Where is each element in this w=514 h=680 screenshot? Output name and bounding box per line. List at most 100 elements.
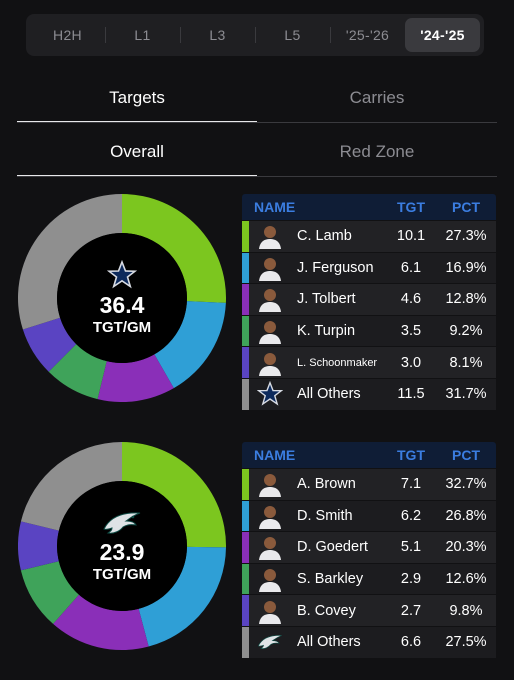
period-tab-24-25[interactable]: '24-'25 [405,18,480,52]
series-color-swatch [242,378,249,410]
donut-slice [20,442,122,531]
table-header: NAME TGT PCT [242,442,496,468]
player-name: B. Covey [297,602,356,619]
player-avatar-icon [257,566,283,593]
player-targets: 6.1 [400,259,422,276]
donut-slice [48,344,107,400]
player-targets: 3.0 [400,354,422,371]
player-name: K. Turpin [297,323,356,340]
series-color-swatch [242,626,249,658]
table-row[interactable]: K. Turpin 3.5 9.2% [242,314,496,347]
series-color-swatch [242,347,249,378]
tab-red-zone[interactable]: Red Zone [257,142,497,178]
series-color-swatch [242,315,249,347]
player-name: S. Barkley [297,571,364,588]
table-row[interactable]: All Others 11.5 31.7% [242,377,496,410]
period-tab-25-26[interactable]: '25-'26 [330,18,405,52]
player-name: D. Smith [297,507,353,524]
donut-slice [154,301,226,389]
donut-slice [138,546,226,647]
player-targets: 6.2 [400,507,422,524]
stat-type-tabs: Targets Carries [17,88,497,124]
period-tab-l3[interactable]: L3 [180,18,255,52]
player-name: C. Lamb [297,228,352,245]
eagles-total-targets: 23.9 [99,539,145,565]
table-row[interactable]: A. Brown 7.1 32.7% [242,468,496,500]
player-target-share: 16.9% [445,259,487,276]
donut-slice [18,194,122,330]
player-name: D. Goedert [297,539,368,556]
player-target-share: 31.7% [445,386,487,403]
player-target-share: 27.5% [445,634,487,651]
player-targets: 2.7 [400,602,422,619]
table-row[interactable]: S. Barkley 2.9 12.6% [242,562,496,595]
player-targets: 4.6 [400,291,422,308]
series-color-swatch [242,532,249,563]
table-row[interactable]: J. Ferguson 6.1 16.9% [242,251,496,284]
player-avatar-icon [257,471,283,498]
tab-targets-label: Targets [109,88,165,107]
player-avatar-icon [257,223,283,250]
table-row[interactable]: D. Goedert 5.1 20.3% [242,531,496,563]
eagles-logo-icon [257,629,283,655]
table-row[interactable]: B. Covey 2.7 9.8% [242,594,496,626]
cowboys-star-icon [257,381,283,407]
player-target-share: 12.6% [445,571,487,588]
player-name: J. Tolbert [297,291,356,308]
player-targets: 2.9 [400,571,422,588]
tab-red-zone-label: Red Zone [339,142,415,161]
table-row[interactable]: D. Smith 6.2 26.8% [242,499,496,532]
player-avatar-icon [257,503,283,529]
table-row[interactable]: J. Tolbert 4.6 12.8% [242,283,496,315]
pct-column-header: PCT [452,447,480,463]
series-color-swatch [242,221,249,252]
name-column-header: NAME [254,447,296,463]
player-targets: 3.5 [400,323,422,340]
table-row[interactable]: L. Schoonmaker 3.0 8.1% [242,346,496,378]
table-header: NAME TGT PCT [242,194,496,220]
donut-hole [57,233,187,363]
player-targets: 7.1 [400,476,422,493]
donut-hole [57,481,187,611]
eagles-targets-table: NAME TGT PCT A. Brown 7.1 32.7% D. Smith 6.2… [242,442,496,658]
player-target-share: 26.8% [445,507,487,524]
player-name: A. Brown [297,476,356,493]
player-name: L. Schoonmaker [297,356,378,369]
series-color-swatch [242,252,249,284]
tab-overall-label: Overall [110,142,164,161]
cowboys-total-unit: TGT/GM [92,319,152,336]
series-color-swatch [242,595,249,626]
tab-targets[interactable]: Targets [17,88,257,124]
table-row[interactable]: C. Lamb 10.1 27.3% [242,220,496,252]
player-target-share: 9.2% [449,323,483,340]
cowboys-donut-center: 36.4 TGT/GM [58,234,186,362]
player-target-share: 20.3% [445,539,487,556]
zone-tabs: Overall Red Zone [17,142,497,178]
tab-overall[interactable]: Overall [17,142,257,178]
donut-slice [18,521,59,571]
donut-slice [122,194,226,303]
period-tab-l5[interactable]: L5 [255,18,330,52]
player-targets: 10.1 [396,228,426,245]
tab-carries[interactable]: Carries [257,88,497,124]
player-target-share: 32.7% [445,476,487,493]
tgt-column-header: TGT [397,447,425,463]
player-avatar-icon [257,534,283,561]
table-row[interactable]: All Others 6.6 27.5% [242,625,496,658]
period-tab-h2h[interactable]: H2H [53,27,82,43]
player-target-share: 27.3% [445,228,487,245]
period-tab-l1[interactable]: L1 [105,18,180,52]
eagles-target-donut [18,442,226,650]
player-name: All Others [297,634,361,651]
pct-column-header: PCT [452,199,480,215]
tabs-divider [17,122,497,123]
tabs-divider [17,176,497,177]
player-target-share: 12.8% [445,291,487,308]
player-targets: 11.5 [397,386,425,403]
eagles-logo-icon [103,512,141,534]
cowboys-total-targets: 36.4 [99,292,145,318]
name-column-header: NAME [254,199,296,215]
player-name: All Others [297,386,361,403]
player-target-share: 9.8% [449,602,483,619]
donut-slice [20,561,79,624]
